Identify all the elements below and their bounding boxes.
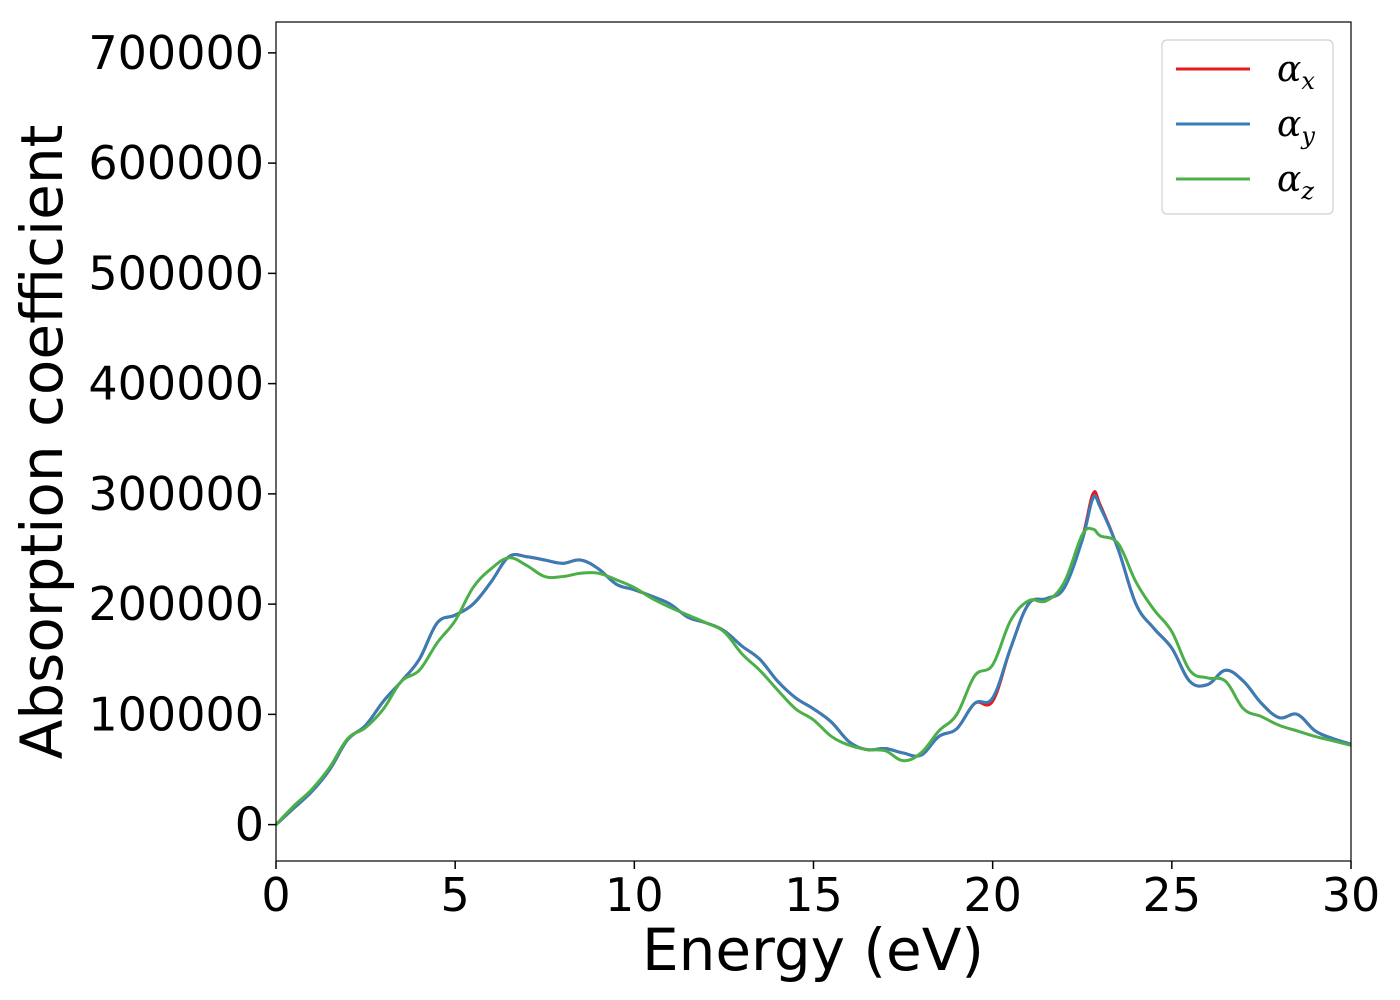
series-line-alpha-z: [276, 526, 1351, 827]
y-tick-label: 400000: [88, 357, 264, 411]
series-lines: [276, 490, 1351, 827]
y-tick-label: 200000: [88, 577, 264, 631]
y-axis-title: Absorption coefficient: [8, 125, 76, 760]
legend-label-alpha-x: αx: [1277, 49, 1315, 95]
x-tick-label: 25: [1143, 868, 1202, 922]
x-tick-label: 30: [1322, 868, 1381, 922]
x-axis: 0 5 10 15 20 25 30: [261, 861, 1380, 922]
y-tick-label: 700000: [88, 26, 264, 80]
x-tick-label: 0: [261, 868, 290, 922]
legend-label-alpha-y: αy: [1277, 104, 1315, 150]
x-tick-label: 20: [963, 868, 1022, 922]
x-tick-label: 5: [441, 868, 470, 922]
y-tick-label: 600000: [88, 136, 264, 190]
legend-box: [1161, 39, 1334, 215]
y-tick-label: 0: [235, 798, 264, 852]
y-tick-label: 500000: [88, 246, 264, 300]
x-tick-label: 10: [605, 868, 664, 922]
x-tick-label: 15: [784, 868, 843, 922]
x-axis-title: Energy (eV): [642, 916, 984, 984]
y-tick-label: 300000: [88, 467, 264, 521]
legend-label-alpha-z: αz: [1277, 159, 1314, 205]
series-line-alpha-y: [276, 494, 1351, 827]
y-axis: 0 100000 200000 300000 400000 500000 600000 700…: [88, 26, 276, 852]
legend: αx αy αz: [1161, 39, 1334, 215]
y-tick-label: 100000: [88, 687, 264, 741]
